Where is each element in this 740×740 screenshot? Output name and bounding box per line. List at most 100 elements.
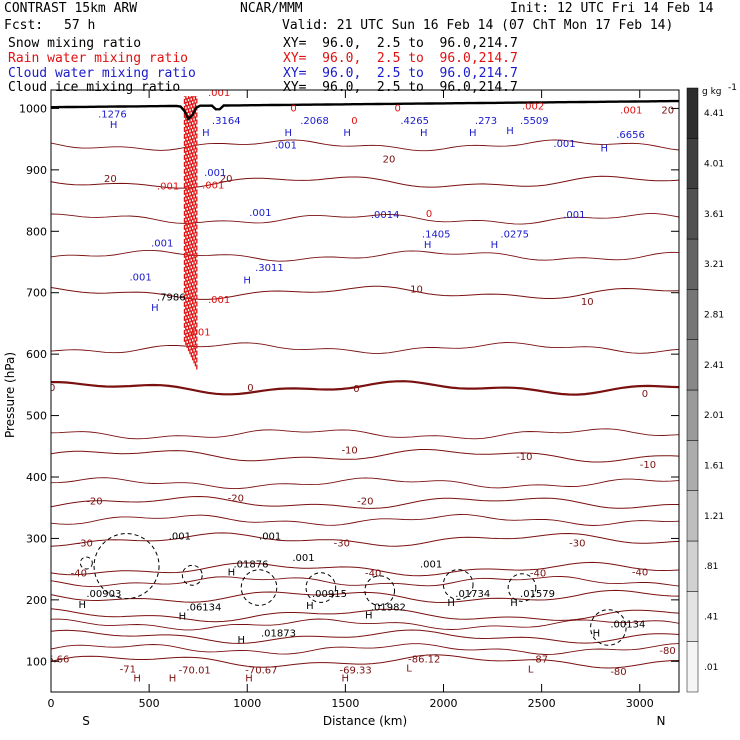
- contour-label: H: [133, 674, 141, 685]
- field-name-cloud-water: Cloud water mixing ratio: [8, 66, 196, 81]
- colorbar-segment: [686, 440, 699, 491]
- contour-label: L: [406, 664, 412, 675]
- colorbar-segment: [686, 188, 699, 240]
- contour-label: H: [306, 601, 314, 612]
- contour-label: -40: [365, 569, 381, 580]
- colorbar-segment: [686, 289, 699, 340]
- contour-label: .001: [208, 88, 230, 99]
- contour-label: 20: [383, 154, 396, 165]
- contour-label: 10: [581, 297, 594, 308]
- colorbar-tick-label: 1.21: [704, 512, 724, 522]
- contour-label: -40: [530, 569, 546, 580]
- y-axis-label: Pressure (hPa): [3, 352, 17, 438]
- y-tick-label: 100: [26, 655, 47, 668]
- field-xy-cloud-water: XY= 96.0, 2.5 to 96.0,214.7: [283, 66, 518, 81]
- isotherm--30: [51, 532, 679, 547]
- colorbar-segment: [686, 490, 699, 542]
- cloud-ice-contour: [364, 575, 396, 606]
- isotherm--10: [51, 449, 679, 463]
- contour-label: H: [447, 598, 455, 609]
- contour-label: H: [365, 610, 373, 621]
- contour-label: -70.67: [245, 666, 277, 677]
- contour-label: -10: [516, 452, 532, 463]
- x-tick-label: 0: [48, 697, 55, 710]
- contour-label: 0: [426, 209, 432, 220]
- colorbar-tick-label: 1.61: [704, 462, 724, 472]
- x-tick-label: 1000: [233, 697, 261, 710]
- contour-label: .1276: [98, 110, 127, 121]
- colorbar-segment: [686, 238, 699, 290]
- cloud-ice-contour: [93, 533, 160, 600]
- contour-label: -80: [659, 646, 675, 657]
- contour-label: 0: [394, 104, 400, 115]
- colorbar-tick-label: .01: [704, 663, 718, 673]
- contour-label: .3011: [255, 263, 284, 274]
- contour-label: H: [78, 600, 86, 611]
- x-tick-label: 1500: [331, 697, 359, 710]
- isotherm--80: [51, 654, 679, 669]
- isotherm--70: [51, 629, 679, 644]
- contour-label: H: [341, 674, 349, 685]
- contour-label: .01873: [261, 629, 296, 640]
- x-tick-label: 2000: [430, 697, 458, 710]
- contour-label: H: [424, 240, 432, 251]
- cloud-ice-contour: [305, 572, 337, 603]
- y-tick-label: 600: [26, 348, 47, 361]
- isotherm-minor: [51, 428, 679, 440]
- colorbar-tick-label: .41: [704, 613, 718, 623]
- contour-label: .00915: [312, 589, 347, 600]
- colorbar-tick-label: .81: [704, 562, 718, 572]
- contour-label: .001: [553, 139, 575, 150]
- contour-label: .001: [202, 180, 224, 191]
- isotherm-minor: [51, 477, 679, 490]
- contour-label: -20: [357, 497, 373, 508]
- contour-label: 0: [290, 104, 296, 115]
- isotherm-0: [51, 380, 679, 396]
- contour-label: H: [506, 126, 514, 137]
- contour-label: -87: [532, 655, 548, 666]
- contour-label: .001: [151, 239, 173, 250]
- model-title: CONTRAST 15km ARW: [4, 1, 138, 16]
- contour-label: .06134: [186, 602, 221, 613]
- contour-label: -70.01: [179, 666, 211, 677]
- contour-label: -10: [640, 460, 656, 471]
- contour-label: .01982: [371, 602, 406, 613]
- contour-label: -20: [228, 494, 244, 505]
- colorbar-tick-label: 2.01: [704, 411, 724, 421]
- y-tick-label: 300: [26, 532, 47, 545]
- isotherm--40: [51, 561, 679, 577]
- contour-label: .001: [620, 105, 642, 116]
- colorbar-segment: [686, 87, 699, 139]
- contour-label: -30: [77, 538, 93, 549]
- contour-label: H: [491, 240, 499, 251]
- cloud-ice-contour: [181, 564, 203, 586]
- y-tick-label: 800: [26, 225, 47, 238]
- plot-frame: [50, 89, 680, 693]
- x-end-north: N: [657, 714, 666, 728]
- contour-label: .00134: [610, 620, 645, 631]
- colorbar-tick-label: 4.01: [704, 160, 724, 170]
- contour-label: H: [237, 635, 245, 646]
- contour-label: .001: [563, 210, 585, 221]
- contour-label: .7986: [157, 293, 186, 304]
- contour-label: 0: [642, 389, 648, 400]
- colorbar-segment: [686, 339, 699, 391]
- contour-label: H: [601, 143, 609, 154]
- colorbar-tick-label: 3.61: [704, 210, 724, 220]
- contour-label: -30: [334, 538, 350, 549]
- y-tick-label: 500: [26, 410, 47, 423]
- colorbar-segment: [686, 138, 699, 189]
- contour-label: 6.66: [47, 655, 69, 666]
- colorbar-unit-exponent: -1: [728, 83, 737, 93]
- colorbar-tick-label: 2.41: [704, 361, 724, 371]
- contour-label: -30: [569, 538, 585, 549]
- x-tick-label: 3000: [626, 697, 654, 710]
- x-end-south: S: [82, 714, 90, 728]
- contour-label: 20: [104, 174, 117, 185]
- colorbar-segment: [686, 591, 699, 642]
- y-tick-label: 200: [26, 594, 47, 607]
- colorbar-tick-label: 3.21: [704, 260, 724, 270]
- y-tick-label: 1000: [19, 102, 47, 115]
- x-tick-label: 2500: [528, 697, 556, 710]
